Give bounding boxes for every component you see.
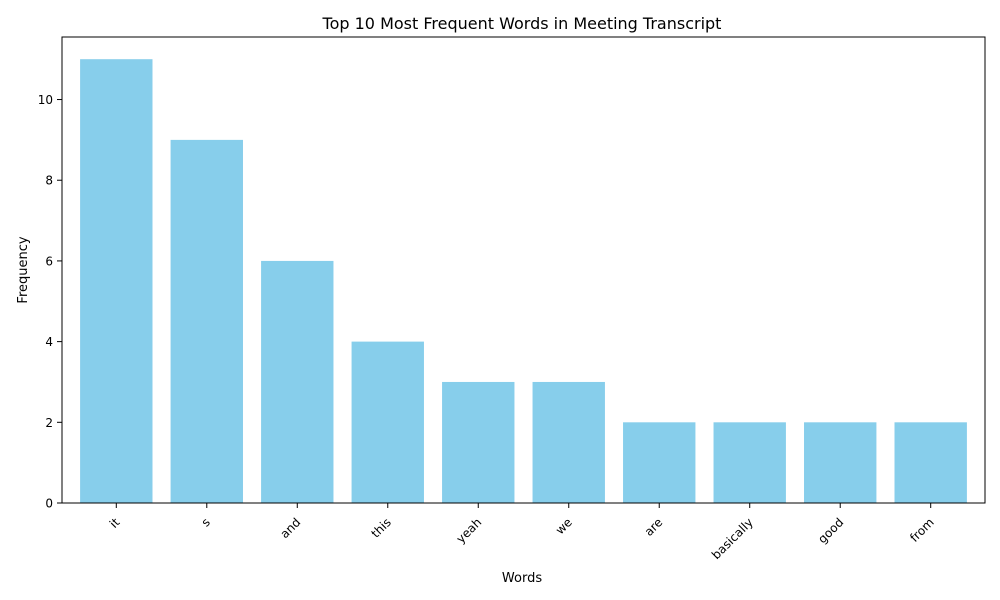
x-tick-label: are [642, 515, 666, 539]
bar-this [351, 341, 424, 503]
bar-basically [713, 422, 786, 503]
bar-yeah [442, 381, 515, 503]
y-axis-ticks: 0 2 4 6 8 10 [38, 93, 62, 511]
chart-title: Top 10 Most Frequent Words in Meeting Tr… [322, 14, 722, 33]
x-tick-label: s [199, 515, 213, 529]
bar-are [623, 422, 696, 503]
bar-good [804, 422, 877, 503]
bar-it [80, 59, 153, 503]
y-axis-label: Frequency [16, 236, 31, 303]
bar-and [261, 260, 334, 503]
y-tick-label: 10 [38, 93, 53, 107]
x-axis-ticks: it s and this yeah we are basically good from [107, 503, 937, 562]
x-axis-label: Words [502, 571, 542, 586]
x-tick-label: basically [709, 515, 756, 562]
x-tick-label: good [815, 515, 846, 546]
y-tick-label: 6 [45, 254, 53, 268]
x-tick-label: and [278, 515, 304, 541]
y-tick-label: 0 [45, 497, 53, 511]
bar-from [894, 422, 967, 503]
y-tick-label: 8 [45, 174, 53, 188]
x-tick-label: it [107, 515, 123, 531]
bars-group [80, 59, 967, 503]
y-tick-label: 4 [45, 335, 53, 349]
x-tick-label: yeah [454, 515, 485, 546]
x-tick-label: we [553, 515, 575, 537]
bar-we [532, 381, 605, 503]
bar-s [170, 139, 243, 503]
x-tick-label: from [907, 515, 937, 545]
x-tick-label: this [368, 515, 393, 540]
plot-frame [61, 36, 986, 504]
y-tick-label: 2 [45, 416, 53, 430]
